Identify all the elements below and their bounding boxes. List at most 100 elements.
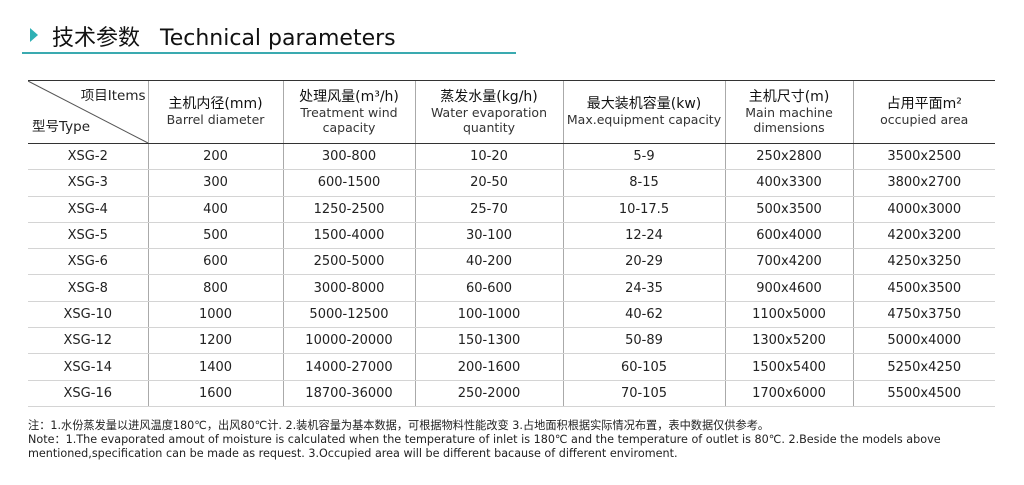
table-cell: 5000-12500 [282,301,415,329]
column-header: 蒸发水量(kg/h) Water evaporation quantity [414,80,563,144]
table-cell: 700x4200 [724,248,853,276]
column-header-zh: 主机内径(mm) [168,96,263,112]
table-cell: 20-50 [414,169,563,197]
table-row: XSG-3 300 600-1500 20-50 8-15 400x3300 3800x27… [28,169,995,197]
table-cell: 4200x3200 [852,222,995,250]
section-title: 技术参数 Technical parameters [52,20,416,52]
table-cell: XSG-3 [28,169,148,197]
table-cell: 3800x2700 [852,169,995,197]
table-cell: 60-105 [562,353,725,381]
column-header-en: Water evaporation quantity [431,104,547,135]
table-cell: 14000-27000 [282,353,415,381]
table-cell: 500 [147,222,283,250]
section-header: 技术参数 Technical parameters [22,18,516,54]
table-cell: 5250x4250 [852,353,995,381]
table-cell: 40-200 [414,248,563,276]
table-cell: 250x2800 [724,143,853,171]
table-cell: 1250-2500 [282,196,415,223]
corner-cell: 项目Items 型号Type [28,80,148,144]
table-row: XSG-10 1000 5000-12500 100-1000 40-62 1100x50… [28,301,995,329]
column-header-zh: 占用平面m² [886,96,962,112]
table-cell: 1500x5400 [724,353,853,381]
table-cell: 8-15 [562,169,725,197]
column-header-zh: 最大装机容量(kw) [586,96,702,112]
table-cell: 4750x3750 [852,301,995,329]
column-header-zh: 处理风量(m³/h) [299,88,399,105]
table-cell: 18700-36000 [282,380,415,407]
table-body: XSG-2 200 300-800 10-20 5-9 250x2800 3500x2500… [28,143,995,407]
table-row: XSG-2 200 300-800 10-20 5-9 250x2800 3500x2500 [28,143,995,171]
table-cell: 1300x5200 [724,327,853,355]
table-cell: 5000x4000 [852,327,995,355]
table-cell: 70-105 [562,380,725,407]
column-header: 主机尺寸(m) Main machine dimensions [724,80,853,144]
table-row: XSG-8 800 3000-8000 60-600 24-35 900x4600 4500… [28,274,995,302]
column-header-zh: 蒸发水量(kg/h) [440,88,538,105]
table-cell: 600x4000 [724,222,853,250]
column-header: 占用平面m² occupied area [852,80,995,144]
table-cell: 1000 [147,301,283,329]
table-cell: 300 [147,169,283,197]
table-cell: 5500x4500 [852,380,995,407]
column-header-en: Main machine dimensions [745,104,833,135]
column-header: 最大装机容量(kw) Max.equipment capacity [562,80,725,144]
table-cell: 3000-8000 [282,274,415,302]
table-cell: 1200 [147,327,283,355]
header-row: 项目Items 型号Type 主机内径(mm) Barrel diameter 处理… [28,80,995,144]
title-en: Technical parameters [160,26,396,51]
note-zh: 注：1.水份蒸发量以进风温度180℃，出风80℃计. 2.装机容量为基本数据，可… [28,419,770,432]
table-cell: XSG-12 [28,327,148,355]
table-cell: 10-20 [414,143,563,171]
table-row: XSG-12 1200 10000-20000 150-1300 50-89 1300x5… [28,327,995,355]
table-cell: XSG-6 [28,248,148,276]
table-cell: 30-100 [414,222,563,250]
table-cell: 40-62 [562,301,725,329]
table-row: XSG-4 400 1250-2500 25-70 10-17.5 500x3500 400… [28,196,995,223]
table-cell: 4500x3500 [852,274,995,302]
table-wrap: 项目Items 型号Type 主机内径(mm) Barrel diameter 处理… [28,80,995,407]
column-header-en: Max.equipment capacity [566,112,722,127]
header-marker [30,28,38,42]
corner-bottom: 型号Type [32,119,91,135]
table-cell: 10000-20000 [282,327,415,355]
table-cell: 400 [147,196,283,223]
table-cell: XSG-5 [28,222,148,250]
table-cell: XSG-8 [28,274,148,302]
table-cell: 1100x5000 [724,301,853,329]
table-cell: 1400 [147,353,283,381]
table-cell: 4250x3250 [852,248,995,276]
column-header-en: Treatment wind capacity [300,104,398,135]
table-cell: 20-29 [562,248,725,276]
table-cell: 60-600 [414,274,563,302]
table-cell: 900x4600 [724,274,853,302]
title-zh: 技术参数 [52,26,141,51]
corner-top: 项目Items [80,88,146,104]
table-cell: XSG-10 [28,301,148,329]
table-cell: 12-24 [562,222,725,250]
table-row: XSG-5 500 1500-4000 30-100 12-24 600x4000 4200… [28,222,995,250]
column-header: 主机内径(mm) Barrel diameter [147,80,283,144]
column-header-en: occupied area [880,112,969,127]
table-row: XSG-14 1400 14000-27000 200-1600 60-105 1500x… [28,353,995,381]
table-cell: 2500-5000 [282,248,415,276]
table-cell: 1700x6000 [724,380,853,407]
table-cell: 1600 [147,380,283,407]
table-cell: XSG-2 [28,143,148,171]
table-cell: 24-35 [562,274,725,302]
table-cell: 400x3300 [724,169,853,197]
diagonal [28,81,148,143]
table-cell: 150-1300 [414,327,563,355]
table-cell: 10-17.5 [562,196,725,223]
table-cell: 4000x3000 [852,196,995,223]
table-cell: 1500-4000 [282,222,415,250]
table-cell: 3500x2500 [852,143,995,171]
table-cell: 5-9 [562,143,725,171]
notes: 注：1.水份蒸发量以进风温度180℃，出风80℃计. 2.装机容量为基本数据，可… [28,419,978,461]
table-cell: 25-70 [414,196,563,223]
table-cell: 200 [147,143,283,171]
table-cell: XSG-14 [28,353,148,381]
table-cell: 200-1600 [414,353,563,381]
table-cell: XSG-16 [28,380,148,407]
table-cell: 600-1500 [282,169,415,197]
